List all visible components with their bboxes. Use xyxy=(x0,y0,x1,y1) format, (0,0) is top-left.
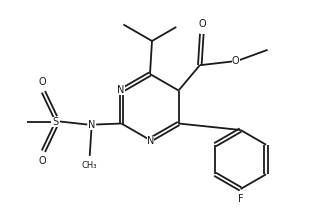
Text: S: S xyxy=(52,117,59,127)
Text: O: O xyxy=(199,19,207,29)
Text: O: O xyxy=(39,77,46,87)
Text: CH₃: CH₃ xyxy=(82,161,98,170)
Text: F: F xyxy=(238,194,244,204)
Text: N: N xyxy=(147,135,154,145)
Text: O: O xyxy=(39,156,46,166)
Text: O: O xyxy=(232,56,240,66)
Text: N: N xyxy=(88,120,95,130)
Text: N: N xyxy=(117,85,125,95)
